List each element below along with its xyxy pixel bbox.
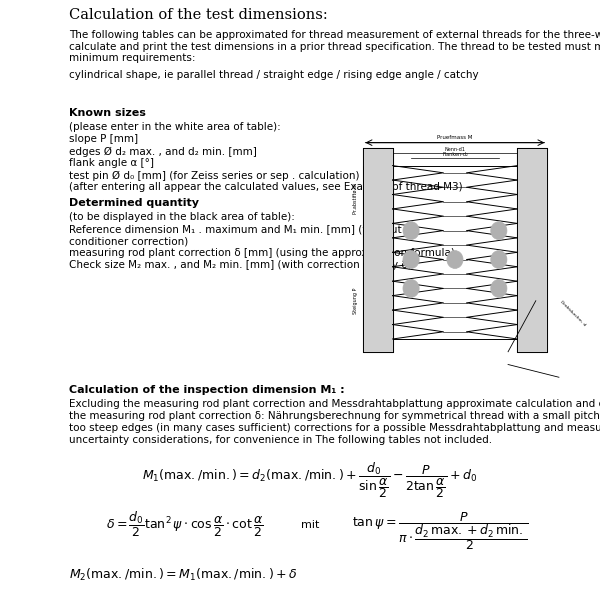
Text: Excluding the measuring rod plant correction and Messdrahtabplattung approximate: Excluding the measuring rod plant correc… — [69, 399, 600, 409]
Circle shape — [491, 251, 507, 268]
Circle shape — [447, 251, 463, 268]
Text: uncertainty considerations, for convenience in The following tables not included: uncertainty considerations, for convenie… — [69, 435, 492, 445]
Text: Reference dimension M₁ . maximum and M₁ min. [mm] (without: Reference dimension M₁ . maximum and M₁ … — [69, 224, 401, 235]
Text: Calculation of the inspection dimension M₁ :: Calculation of the inspection dimension … — [69, 385, 344, 395]
Text: $\tan\psi = \dfrac{P}{\pi \cdot \dfrac{d_2\,\mathrm{max.} + d_2\,\mathrm{min.}}{: $\tan\psi = \dfrac{P}{\pi \cdot \dfrac{d… — [352, 510, 529, 552]
Text: Drahtdurchm. d: Drahtdurchm. d — [559, 300, 586, 327]
Text: cylindrical shape, ie parallel thread / straight edge / rising edge angle / catc: cylindrical shape, ie parallel thread / … — [69, 70, 479, 80]
Text: Check size M₂ max. , and M₂ min. [mm] (with correction facility δ): Check size M₂ max. , and M₂ min. [mm] (w… — [69, 260, 412, 271]
Circle shape — [491, 221, 507, 239]
Text: Nenn-d1: Nenn-d1 — [445, 146, 466, 152]
Circle shape — [403, 221, 419, 239]
Text: Calculation of the test dimensions:: Calculation of the test dimensions: — [69, 8, 328, 22]
Circle shape — [403, 280, 419, 298]
Text: calculate and print the test dimensions in a prior thread specification. The thr: calculate and print the test dimensions … — [69, 41, 600, 52]
Text: minimum requirements:: minimum requirements: — [69, 53, 196, 63]
Text: test pin Ø d₀ [mm] (for Zeiss series or sep . calculation): test pin Ø d₀ [mm] (for Zeiss series or … — [69, 170, 359, 181]
Text: mit: mit — [301, 520, 319, 530]
Text: $M_2(\mathrm{max./min.}) = M_1(\mathrm{max./min.}) + \delta$: $M_2(\mathrm{max./min.}) = M_1(\mathrm{m… — [69, 567, 298, 583]
Text: (to be displayed in the black area of table):: (to be displayed in the black area of ta… — [69, 212, 295, 223]
Text: Pr.abstiftø d₀: Pr.abstiftø d₀ — [353, 183, 358, 214]
Text: measuring rod plant correction δ [mm] (using the approximation formula): measuring rod plant correction δ [mm] (u… — [69, 248, 455, 259]
Text: $M_1(\mathrm{max./min.}) = d_2(\mathrm{max./min.}) + \dfrac{d_0}{\sin\dfrac{\alp: $M_1(\mathrm{max./min.}) = d_2(\mathrm{m… — [142, 460, 478, 500]
Circle shape — [491, 280, 507, 298]
Text: Steigung P: Steigung P — [353, 287, 358, 314]
Circle shape — [403, 251, 419, 268]
Text: (please enter in the white area of table):: (please enter in the white area of table… — [69, 122, 281, 133]
Text: $\delta = \dfrac{d_0}{2}\tan^2\psi \cdot \cos\dfrac{\alpha}{2} \cdot \cot\dfrac{: $\delta = \dfrac{d_0}{2}\tan^2\psi \cdot… — [106, 510, 264, 539]
Text: Determined quantity: Determined quantity — [69, 199, 199, 208]
Text: Pruefmass M: Pruefmass M — [437, 135, 473, 140]
Text: (after entering all appear the calculated values, see Example of thread M3): (after entering all appear the calculate… — [69, 182, 463, 193]
Text: the measuring rod plant correction δ: Nährungsberechnung for symmetrical thread : the measuring rod plant correction δ: Nä… — [69, 411, 600, 421]
Text: slope P [mm]: slope P [mm] — [69, 134, 138, 145]
Text: conditioner correction): conditioner correction) — [69, 236, 188, 247]
Text: Flanken-d₂: Flanken-d₂ — [442, 152, 468, 157]
Text: Known sizes: Known sizes — [69, 109, 146, 118]
Text: too steep edges (in many cases sufficient) corrections for a possible Messdrahta: too steep edges (in many cases sufficien… — [69, 423, 600, 433]
Text: The following tables can be approximated for thread measurement of external thre: The following tables can be approximated… — [69, 30, 600, 40]
Text: edges Ø d₂ max. , and d₂ min. [mm]: edges Ø d₂ max. , and d₂ min. [mm] — [69, 146, 257, 157]
Text: flank angle α [°]: flank angle α [°] — [69, 158, 154, 169]
